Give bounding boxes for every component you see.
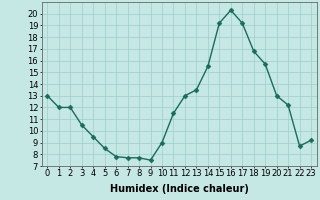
- X-axis label: Humidex (Indice chaleur): Humidex (Indice chaleur): [110, 184, 249, 194]
